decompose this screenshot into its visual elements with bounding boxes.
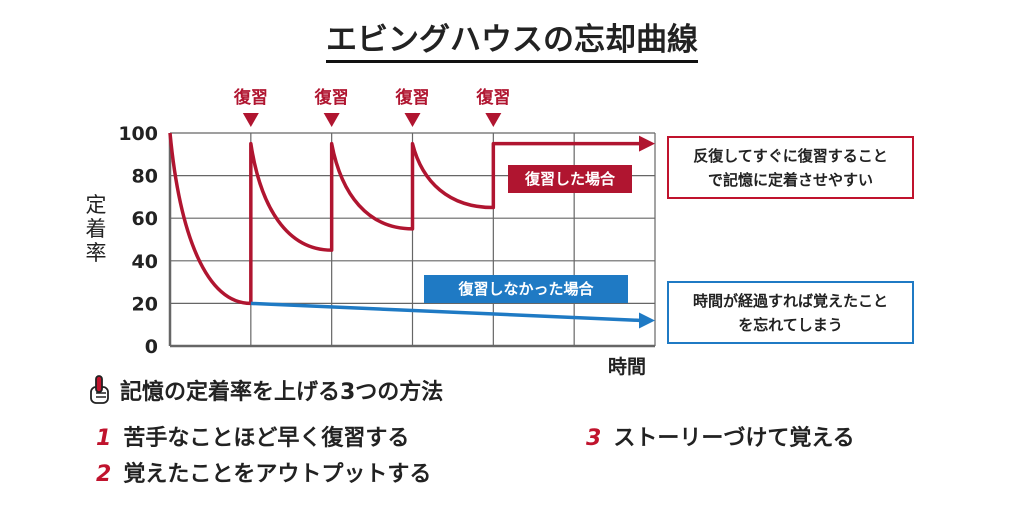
series-not-reviewed-line — [250, 301, 642, 323]
not-reviewed-callout-line-2: を忘れてしまう — [738, 315, 843, 334]
method-item: 1 苦手なことほど早く復習する — [96, 426, 410, 451]
y-tick-label: 60 — [132, 208, 158, 230]
reviewed-series-label: 復習した場合 — [508, 165, 632, 193]
methods-heading: 記憶の定着率を上げる3つの方法 — [88, 374, 443, 406]
not-reviewed-series-label: 復習しなかった場合 — [424, 275, 628, 303]
method-item: 3 ストーリーづけて覚える — [586, 426, 855, 451]
y-tick-label: 20 — [132, 293, 158, 315]
reviewed-callout-line-2: で記憶に定着させやすい — [707, 170, 873, 189]
y-tick-label: 0 — [145, 336, 158, 358]
y-tick-label: 80 — [132, 166, 158, 188]
y-tick-label: 40 — [132, 251, 158, 273]
y-tick-label: 100 — [118, 123, 158, 145]
methods-heading-text: 記憶の定着率を上げる3つの方法 — [120, 380, 444, 405]
y-axis-label: 定着率 — [85, 193, 107, 265]
reviewed-callout: 反復してすぐに復習すること で記憶に定着させやすい — [667, 136, 914, 199]
method-item: 2 覚えたことをアウトプットする — [96, 462, 432, 487]
series-reviewed-line — [168, 132, 641, 306]
review-marker-arrow — [242, 113, 259, 127]
review-marker-label: 復習 — [395, 87, 430, 108]
not-reviewed-callout-line-1: 時間が経過すれば覚えたこと — [692, 291, 888, 310]
not-reviewed-callout: 時間が経過すれば覚えたこと を忘れてしまう — [667, 281, 914, 344]
reviewed-callout-line-1: 反復してすぐに復習すること — [693, 146, 888, 165]
series-reviewed-arrowhead — [639, 135, 655, 152]
review-marker-label: 復習 — [233, 87, 268, 108]
review-marker-label: 復習 — [314, 87, 349, 108]
review-marker-arrow — [323, 113, 340, 127]
review-marker-arrow — [485, 113, 502, 127]
pointing-hand-icon — [90, 375, 109, 404]
series-not-reviewed-arrowhead — [639, 312, 655, 329]
page-title: エビングハウスの忘却曲線 — [0, 14, 1024, 63]
review-marker-label: 復習 — [475, 87, 510, 108]
review-marker-arrow — [404, 113, 421, 127]
x-axis-label: 時間 — [608, 356, 647, 378]
